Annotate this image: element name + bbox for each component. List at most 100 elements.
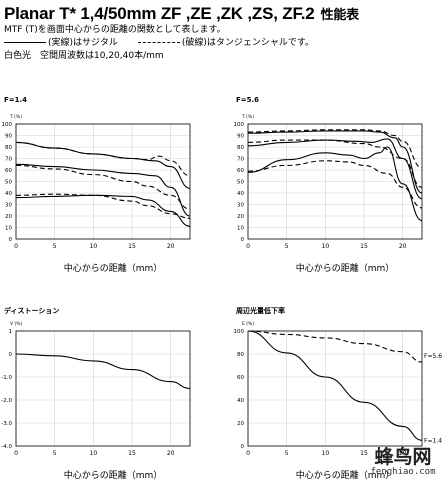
y-tick-label: 30 <box>5 203 12 209</box>
watermark-url: fenghiao.com <box>370 467 436 477</box>
y-tick-label: 80 <box>237 352 244 358</box>
chart-title: F=1.4 <box>4 96 27 104</box>
y-tick-label: 60 <box>237 168 244 174</box>
y-tick-label: 20 <box>5 214 12 220</box>
lens-title: Planar T* 1,4/50mm ZF ,ZE ,ZK ,ZS, ZF.2 <box>4 4 315 23</box>
x-tick-label: 0 <box>246 243 250 250</box>
x-tick-label: 15 <box>128 450 136 457</box>
legend-line: (実線)はサジタル (破線)はタンジェンシャルです。 <box>4 37 444 50</box>
y-tick-label: 70 <box>5 157 12 163</box>
y-axis-label: T (%) <box>9 114 22 120</box>
x-tick-label: 20 <box>167 450 175 457</box>
y-tick-label: 50 <box>237 180 244 186</box>
x-axis-label: 中心からの距離（mm） <box>296 469 395 481</box>
y-tick-label: 100 <box>234 329 245 335</box>
tangential-series-line <box>247 129 423 169</box>
y-tick-label: 70 <box>237 157 244 163</box>
plot-frame <box>247 123 423 240</box>
y-tick-label: 90 <box>237 134 244 140</box>
tangential-series-line <box>15 141 191 177</box>
plot-frame <box>15 330 191 447</box>
y-tick-label: 50 <box>5 180 12 186</box>
x-tick-label: 10 <box>322 243 330 250</box>
x-axis-label: 中心からの距離（mm） <box>64 469 163 481</box>
plot-frame <box>247 330 423 447</box>
y-tick-label: 40 <box>237 191 244 197</box>
y-tick-label: 10 <box>237 226 244 232</box>
x-axis-label: 中心からの距離（mm） <box>296 262 395 274</box>
watermark-text: 蜂鸟网 <box>374 446 432 468</box>
solid-line-sample <box>4 42 46 43</box>
y-axis-label: T (%) <box>241 114 254 120</box>
y-tick-label: 20 <box>237 421 244 427</box>
x-tick-label: 5 <box>285 450 289 457</box>
chart-title: F=5.6 <box>236 96 259 104</box>
x-tick-label: 15 <box>128 243 136 250</box>
x-tick-label: 20 <box>399 450 407 457</box>
y-tick-label: 0 <box>241 444 245 450</box>
sagittal-series-line <box>15 141 191 189</box>
sagittal-series-line <box>15 353 191 390</box>
y-axis-label: V (%) <box>10 321 23 327</box>
sagittal-series-line <box>247 146 423 222</box>
x-tick-label: 20 <box>399 243 407 250</box>
x-tick-label: 10 <box>90 243 98 250</box>
legend-solid-text: (実線)はサジタル <box>48 38 118 48</box>
y-tick-label: 100 <box>234 122 245 128</box>
y-tick-label: 10 <box>5 226 12 232</box>
sagittal-series-line <box>15 194 191 227</box>
y-tick-label: 0 <box>9 237 13 243</box>
chart-title: 周辺光量低下率 <box>236 306 285 315</box>
y-tick-label: 20 <box>237 214 244 220</box>
y-tick-label: 40 <box>5 191 12 197</box>
y-tick-label: -4.0 <box>1 444 12 450</box>
x-tick-label: 5 <box>53 450 57 457</box>
sagittal-series-line <box>247 130 423 194</box>
x-tick-label: 0 <box>14 450 18 457</box>
y-tick-label: 60 <box>5 168 12 174</box>
y-tick-label: 1 <box>9 329 13 335</box>
y-axis-label: E (%) <box>242 321 254 327</box>
page-header: Planar T* 1,4/50mm ZF ,ZE ,ZK ,ZS, ZF.2 性… <box>4 4 444 63</box>
y-tick-label: -2.0 <box>1 398 12 404</box>
watermark: 蜂鸟网 fenghiao.com <box>364 447 442 477</box>
description-line: MTF (T)を画面中心からの距離の関数として表します。 <box>4 25 226 35</box>
frequency-line: 白色光 空間周波数は10,20,40本/mm <box>4 51 164 61</box>
y-tick-label: 40 <box>237 398 244 404</box>
y-tick-label: 30 <box>237 203 244 209</box>
plot-frame <box>15 123 191 240</box>
y-tick-label: 90 <box>5 134 12 140</box>
series-label: F=5.6 <box>424 353 442 360</box>
y-tick-label: 100 <box>2 122 13 128</box>
page-title: Planar T* 1,4/50mm ZF ,ZE ,ZK ,ZS, ZF.2 性… <box>4 4 444 24</box>
x-tick-label: 15 <box>360 450 368 457</box>
y-tick-label: 80 <box>237 145 244 151</box>
tangential-series-line <box>247 160 423 209</box>
performance-table-label: 性能表 <box>320 7 360 22</box>
x-axis-label: 中心からの距離（mm） <box>64 262 163 274</box>
y-tick-label: 80 <box>5 145 12 151</box>
sagittal-series-line <box>15 163 191 217</box>
y-tick-label: 0 <box>241 237 245 243</box>
y-tick-label: 0 <box>9 352 13 358</box>
x-tick-label: 10 <box>90 450 98 457</box>
tangential-series-line <box>15 164 191 210</box>
tangential-series-line <box>247 139 423 188</box>
x-tick-label: 10 <box>322 450 330 457</box>
sagittal-series-line <box>247 330 423 441</box>
x-tick-label: 0 <box>246 450 250 457</box>
tangential-series-line <box>247 330 423 363</box>
x-tick-label: 5 <box>53 243 57 250</box>
y-tick-label: -1.0 <box>1 375 12 381</box>
x-tick-label: 20 <box>167 243 175 250</box>
series-label: F=1.4 <box>424 437 442 444</box>
y-tick-label: 60 <box>237 375 244 381</box>
x-tick-label: 0 <box>14 243 18 250</box>
legend-dashed-text: (破線)はタンジェンシャルです。 <box>181 38 314 48</box>
tangential-series-line <box>15 193 191 219</box>
x-tick-label: 5 <box>285 243 289 250</box>
y-tick-label: -3.0 <box>1 421 12 427</box>
x-tick-label: 15 <box>360 243 368 250</box>
dashed-line-sample <box>137 42 180 43</box>
